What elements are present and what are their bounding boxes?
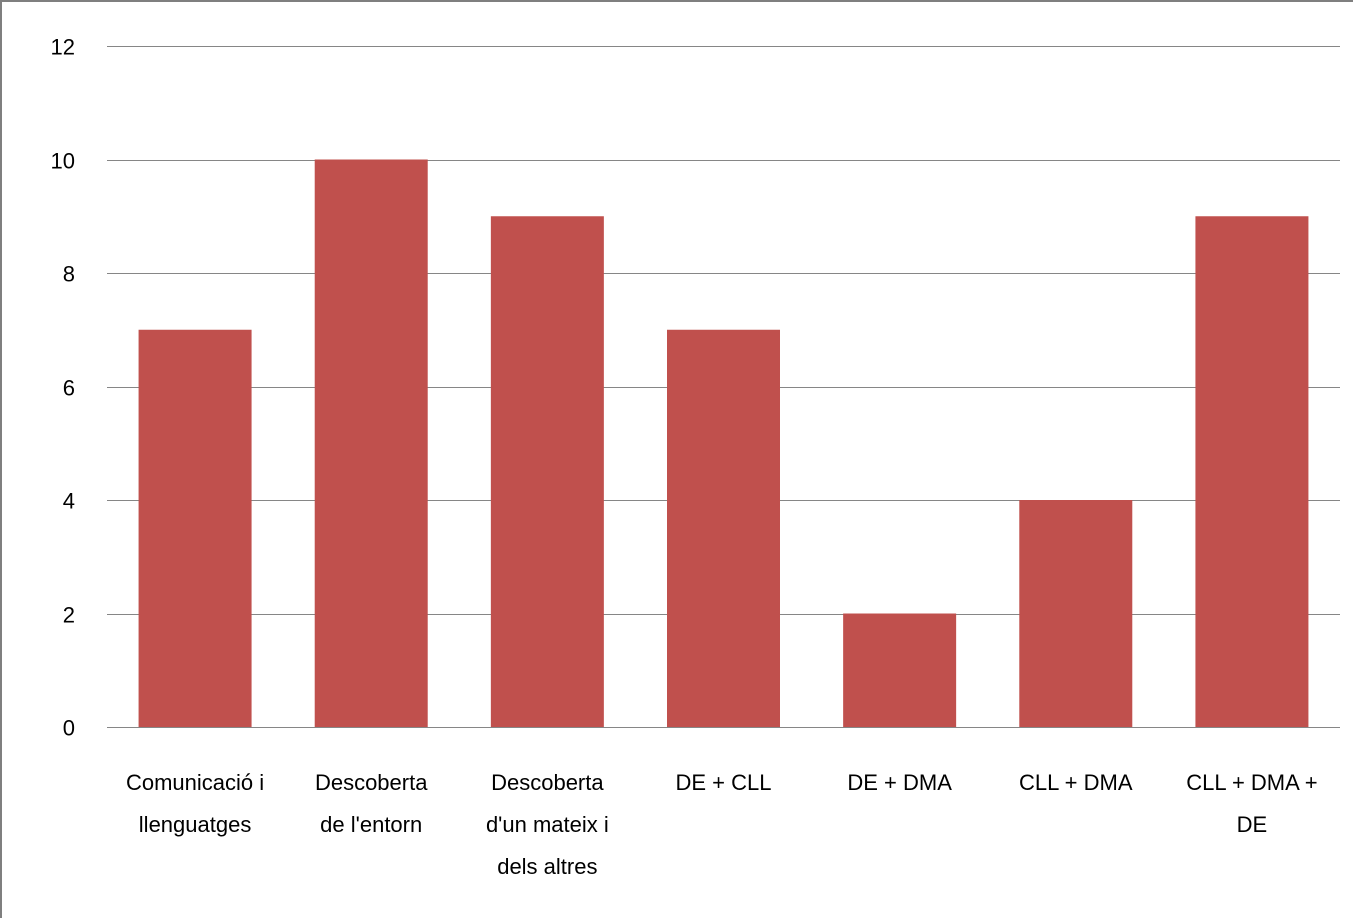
y-tick-label: 8 <box>63 262 75 287</box>
x-category-label-line: DE + DMA <box>847 770 952 795</box>
x-category-label-line: Comunicació i <box>126 770 264 795</box>
y-tick-label: 2 <box>63 603 75 628</box>
bar <box>1019 500 1133 727</box>
y-tick-label: 0 <box>63 716 75 741</box>
x-category-label-line: CLL + DMA <box>1019 770 1133 795</box>
bar <box>490 216 604 727</box>
x-category-label: DE + CLL <box>676 770 772 795</box>
x-category-label: CLL + DMA + DE <box>1186 770 1317 837</box>
x-category-labels: Comunicació i llenguatges Descoberta de l'e… <box>126 770 1318 879</box>
bar <box>667 329 780 727</box>
x-category-label: DE + DMA <box>847 770 952 795</box>
x-category-label-line: DE <box>1237 812 1268 837</box>
x-category-label: Descoberta d'un mateix i dels altres <box>486 770 609 879</box>
bar <box>138 329 252 727</box>
x-category-label-line: llenguatges <box>139 812 252 837</box>
bar <box>843 613 957 727</box>
y-tick-label: 12 <box>51 35 75 60</box>
x-category-label: Comunicació i llenguatges <box>126 770 264 837</box>
x-category-label-line: CLL + DMA + <box>1186 770 1317 795</box>
x-category-label: CLL + DMA <box>1019 770 1133 795</box>
x-category-label-line: DE + CLL <box>676 770 772 795</box>
y-tick-label: 10 <box>51 149 75 174</box>
x-category-label-line: dels altres <box>497 854 597 879</box>
y-tick-label: 6 <box>63 376 75 401</box>
bar <box>314 159 428 727</box>
x-category-label-line: Descoberta <box>491 770 604 795</box>
x-category-label-line: d'un mateix i <box>486 812 609 837</box>
y-tick-label: 4 <box>63 489 75 514</box>
x-category-label-line: Descoberta <box>315 770 428 795</box>
bar <box>1195 216 1309 727</box>
bars <box>138 159 1309 727</box>
x-category-label-line: de l'entorn <box>320 812 422 837</box>
y-tick-labels: 0 2 4 6 8 10 12 <box>51 35 75 741</box>
x-category-label: Descoberta de l'entorn <box>315 770 428 837</box>
